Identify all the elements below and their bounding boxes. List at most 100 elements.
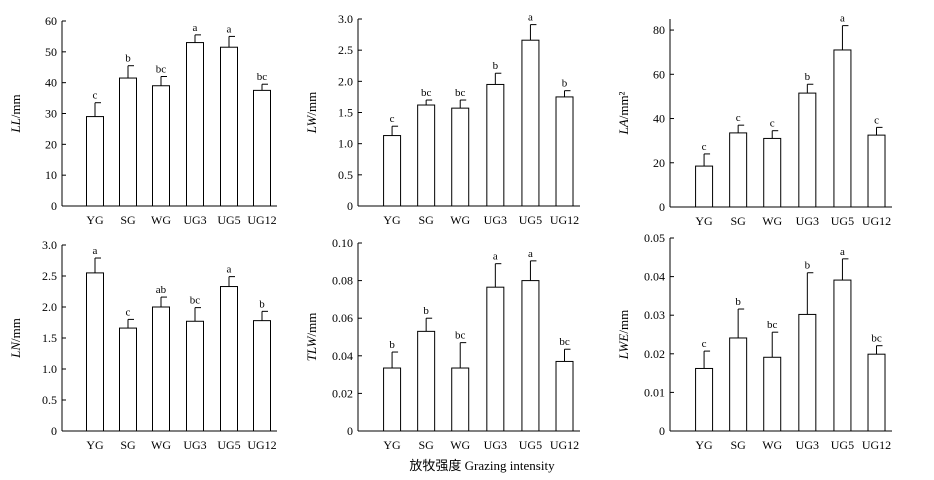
- significance-letter: c: [390, 113, 395, 125]
- significance-letter: b: [805, 71, 811, 83]
- category-label: WG: [450, 438, 470, 452]
- y-axis-unit: /mm: [8, 318, 23, 342]
- significance-letter: bc: [156, 64, 167, 76]
- bar-ug12: [555, 96, 574, 207]
- y-tick-label: 0.5: [338, 168, 353, 182]
- y-tick-label: 2.5: [42, 269, 57, 283]
- y-axis-unit: /mm: [616, 310, 631, 334]
- y-axis-label: TLW/mm: [304, 313, 319, 362]
- significance-letter: c: [702, 141, 707, 153]
- bar-sg: [119, 77, 137, 207]
- category-label: SG: [418, 213, 434, 227]
- y-tick-label: 0.04: [332, 349, 353, 363]
- bar-ug12: [253, 320, 271, 432]
- significance-letter: a: [840, 13, 845, 25]
- y-axis-label: LN/mm: [8, 318, 23, 359]
- bar-ug3: [186, 42, 204, 207]
- y-tick-label: 0.02: [644, 347, 665, 361]
- y-tick-label: 0: [347, 424, 353, 438]
- category-label: UG12: [550, 213, 579, 227]
- category-label: YG: [695, 438, 713, 452]
- category-label: UG3: [796, 214, 819, 228]
- bar-ug5: [833, 49, 852, 208]
- y-tick-label: 60: [653, 67, 665, 81]
- category-label: UG5: [519, 213, 542, 227]
- significance-letter: b: [259, 298, 265, 310]
- y-axis-variable: TLW: [304, 335, 319, 361]
- y-tick-label: 0: [659, 424, 665, 438]
- y-axis-label: LA/mm²: [616, 91, 631, 135]
- significance-letter: a: [493, 251, 498, 263]
- significance-letter: bc: [421, 87, 432, 99]
- y-tick-label: 1.0: [42, 362, 57, 376]
- y-axis-label: LWE/mm: [616, 310, 631, 360]
- significance-letter: c: [126, 306, 131, 318]
- y-tick-label: 0: [659, 200, 665, 214]
- bar-sg: [729, 337, 748, 432]
- bar-wg: [763, 137, 782, 208]
- category-label: UG3: [484, 213, 507, 227]
- significance-letter: b: [735, 296, 741, 308]
- bar-sg: [119, 327, 137, 432]
- bar-yg: [86, 116, 104, 207]
- bar-yg: [383, 135, 402, 207]
- y-tick-label: 50: [45, 45, 57, 59]
- y-tick-label: 30: [45, 107, 57, 121]
- chart-panel-3: 0 20 40 60 80 LA/mm² c YG c SG c WG b UG3 a UG5 c UG12: [616, 13, 892, 228]
- significance-letter: bc: [871, 333, 882, 345]
- category-label: SG: [120, 213, 136, 227]
- category-label: UG12: [862, 214, 891, 228]
- category-label: SG: [120, 438, 136, 452]
- y-axis-unit: /mm: [8, 94, 23, 118]
- y-tick-label: 0.02: [332, 386, 353, 400]
- bar-ug12: [867, 353, 886, 432]
- y-axis-variable: LN: [8, 341, 23, 359]
- bar-ug3: [798, 313, 817, 432]
- category-label: WG: [762, 214, 782, 228]
- bar-yg: [86, 272, 104, 432]
- category-label: SG: [730, 438, 746, 452]
- significance-letter: b: [805, 260, 811, 272]
- significance-letter: bc: [767, 319, 778, 331]
- y-axis-unit: /mm: [304, 92, 319, 116]
- significance-letter: a: [93, 245, 98, 257]
- y-tick-label: 0.08: [332, 274, 353, 288]
- category-label: UG3: [183, 438, 206, 452]
- y-axis-variable: LWE: [616, 334, 631, 361]
- significance-letter: ab: [156, 284, 167, 296]
- category-label: SG: [730, 214, 746, 228]
- bar-sg: [729, 132, 748, 208]
- bar-ug3: [798, 92, 817, 208]
- bar-yg: [695, 165, 714, 208]
- y-axis-variable: LL: [8, 118, 23, 133]
- bar-ug12: [867, 134, 886, 208]
- y-tick-label: 20: [653, 156, 665, 170]
- y-tick-label: 1.5: [338, 106, 353, 120]
- y-tick-label: 3.0: [338, 12, 353, 26]
- y-tick-label: 0.03: [644, 308, 665, 322]
- bar-sg: [417, 104, 436, 207]
- y-tick-label: 0.01: [644, 385, 665, 399]
- category-label: YG: [86, 438, 104, 452]
- y-tick-label: 0: [51, 199, 57, 213]
- category-label: YG: [86, 213, 104, 227]
- significance-letter: c: [93, 90, 98, 102]
- y-tick-label: 40: [45, 76, 57, 90]
- significance-letter: a: [227, 264, 232, 276]
- bar-ug5: [521, 280, 540, 432]
- category-label: UG5: [217, 438, 240, 452]
- y-tick-label: 0.5: [42, 393, 57, 407]
- category-label: UG5: [519, 438, 542, 452]
- y-tick-label: 10: [45, 168, 57, 182]
- category-label: UG12: [862, 438, 891, 452]
- bar-wg: [451, 107, 470, 207]
- category-label: UG3: [183, 213, 206, 227]
- bar-ug5: [833, 279, 852, 432]
- y-tick-label: 0.06: [332, 311, 353, 325]
- chart-panel-1: 0 10 20 30 40 50 60 LL/mm c YG b SG bc WG a UG3 a UG5 bc UG…: [8, 14, 277, 227]
- significance-letter: c: [770, 118, 775, 130]
- category-label: YG: [383, 213, 401, 227]
- chart-panel-5: 0 0.02 0.04 0.06 0.08 0.10 TLW/mm b YG b SG bc WG a UG…: [304, 236, 580, 452]
- y-tick-label: 60: [45, 14, 57, 28]
- y-tick-label: 3.0: [42, 238, 57, 252]
